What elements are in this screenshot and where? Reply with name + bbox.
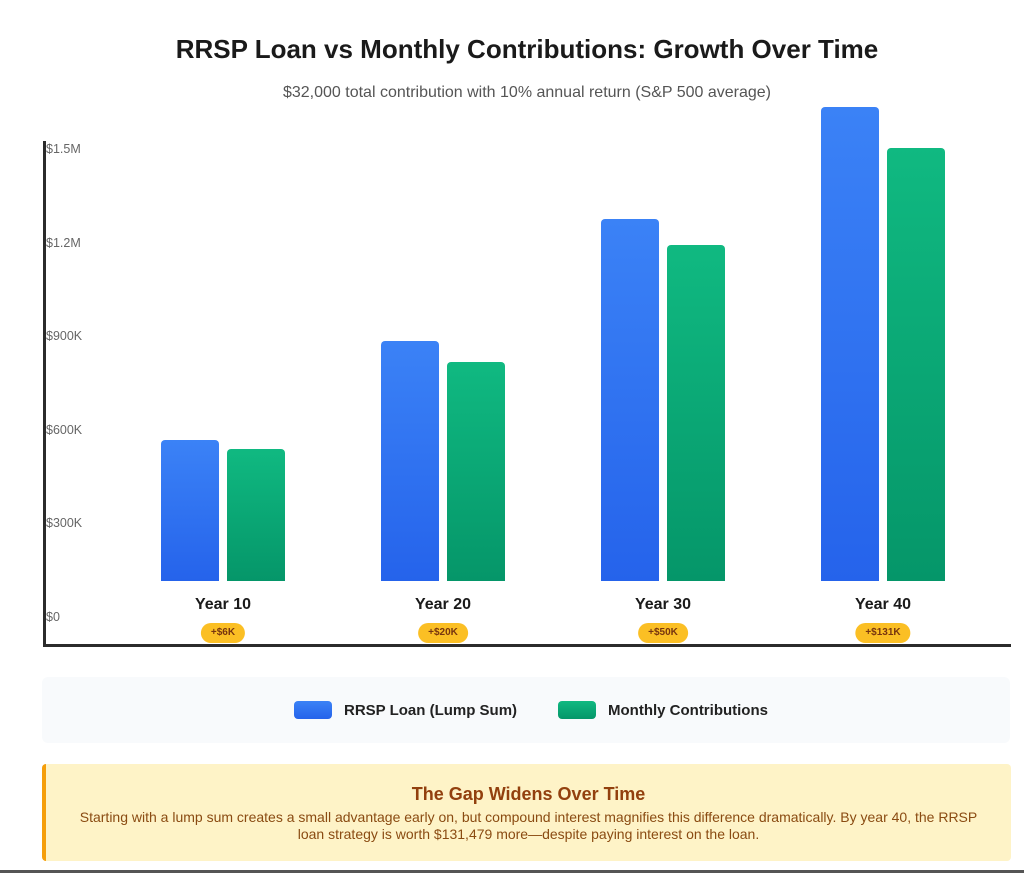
chart-subtitle: $32,000 total contribution with 10% annu… <box>282 84 772 101</box>
bar-rrsp-loan-year-20 <box>381 340 439 581</box>
bottom-border <box>0 870 1024 873</box>
bar-rrsp-loan-year-10 <box>161 440 219 581</box>
difference-badge: +$131K <box>855 623 911 643</box>
bar-monthly-year-40 <box>887 148 945 581</box>
bar-monthly-year-20 <box>447 362 505 581</box>
x-category-label: Year 40 <box>854 596 912 613</box>
legend: RRSP Loan (Lump Sum) Monthly Contributio… <box>42 677 1010 743</box>
callout-title: The Gap Widens Over Time <box>411 784 646 804</box>
x-category-label: Year 20 <box>414 596 472 613</box>
x-axis-line <box>43 644 1011 647</box>
y-tick-label: $300K <box>46 516 83 531</box>
y-tick-label: $1.5M <box>46 142 81 156</box>
x-category-label: Year 30 <box>634 596 692 613</box>
legend-label-rrsp-loan: RRSP Loan (Lump Sum) <box>344 702 518 719</box>
x-category-label: Year 10 <box>194 596 252 613</box>
y-tick-label: $900K <box>46 329 83 344</box>
insight-callout: The Gap Widens Over Time Starting with a… <box>42 764 1011 861</box>
bar-rrsp-loan-year-40 <box>821 106 879 581</box>
legend-swatch-rrsp-loan <box>294 701 332 719</box>
y-axis-line <box>43 141 46 647</box>
chart-title: RRSP Loan vs Monthly Contributions: Grow… <box>175 34 879 64</box>
difference-badge: +$50K <box>638 623 688 643</box>
y-tick-label: $600K <box>46 422 83 437</box>
legend-label-monthly: Monthly Contributions <box>608 702 768 719</box>
difference-badge: +$20K <box>418 623 468 643</box>
difference-badge: +$6K <box>200 623 246 643</box>
y-tick-label: $0 <box>46 610 60 624</box>
y-tick-label: $1.2M <box>46 235 81 250</box>
legend-swatch-monthly <box>558 701 596 719</box>
bar-rrsp-loan-year-30 <box>601 218 659 581</box>
bar-monthly-year-30 <box>667 245 725 581</box>
callout-text: Starting with a lump sum creates a small… <box>79 809 978 842</box>
bar-monthly-year-10 <box>227 449 285 581</box>
